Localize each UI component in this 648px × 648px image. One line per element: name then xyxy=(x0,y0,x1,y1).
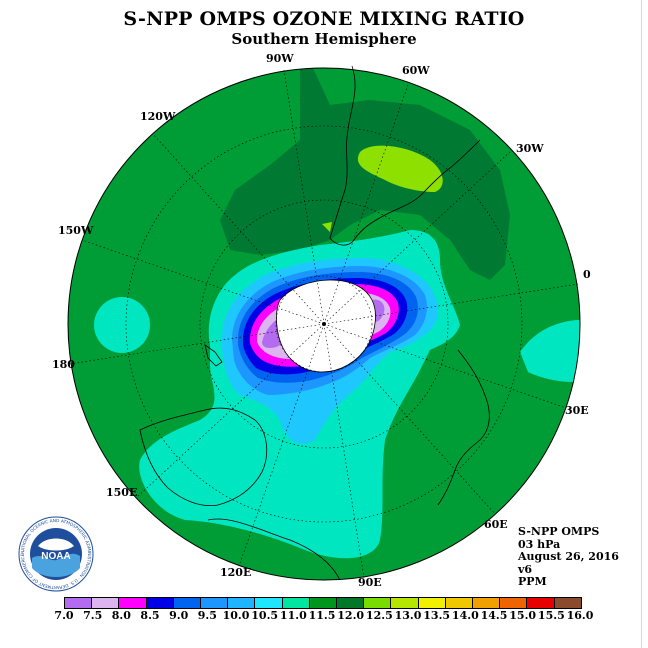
lon-label-150w: 150W xyxy=(58,224,94,237)
info-instrument: S-NPP OMPS xyxy=(518,525,600,538)
info-block: S-NPP OMPS 03 hPa August 26, 2016 v6 PPM xyxy=(518,525,619,589)
colorbar-tick-label: 10.0 xyxy=(222,609,250,622)
colorbar-segment xyxy=(391,598,419,608)
colorbar-tick-label: 15.5 xyxy=(537,609,565,622)
colorbar-tick-label: 7.5 xyxy=(83,609,103,622)
colorbar-tick-label: 12.0 xyxy=(337,609,365,622)
meridian-90w xyxy=(283,69,325,325)
colorbar-segment xyxy=(146,598,174,608)
meridian-60e xyxy=(323,323,496,515)
colorbar-tick-label: 11.0 xyxy=(279,609,307,622)
colorbar-segment xyxy=(282,598,310,608)
southern-asia-coast xyxy=(207,518,341,581)
colorbar-tick-label: 13.5 xyxy=(423,609,451,622)
colorbar-segment xyxy=(201,598,229,608)
colorbar-tick-label: 11.5 xyxy=(308,609,336,622)
colorbar-tick-label: 9.0 xyxy=(169,609,189,622)
lon-label-90e: 90E xyxy=(358,576,382,589)
australia-coast xyxy=(139,407,268,507)
coastlines xyxy=(139,65,490,581)
noaa-logo-text: NOAA xyxy=(41,551,70,562)
aquamarine-spot-east xyxy=(520,319,580,382)
meridian-90e xyxy=(323,323,365,579)
meridian-150w xyxy=(81,239,325,325)
figure-subtitle: Southern Hemisphere xyxy=(231,30,417,48)
latitude-circle-60s xyxy=(199,199,449,449)
info-level: 03 hPa xyxy=(518,537,561,551)
colorbar xyxy=(64,597,582,609)
colorbar-segment xyxy=(119,598,147,608)
colorbar-segment xyxy=(445,598,474,608)
colorbar-segment xyxy=(309,598,338,608)
new-zealand-coast xyxy=(204,344,223,367)
lon-label-60e: 60E xyxy=(484,518,508,531)
noaa-logo: NOAA NATIONAL OCEANIC AND ATMOSPHERIC AD… xyxy=(18,516,94,592)
light-green-speck xyxy=(322,222,332,232)
info-units: PPM xyxy=(518,575,547,588)
colorbar-segment xyxy=(173,598,202,608)
south-america-coast xyxy=(329,65,481,246)
colorbar-tick-label: 8.5 xyxy=(140,609,160,622)
polar-night-region xyxy=(276,280,376,372)
lon-label-30w: 30W xyxy=(516,142,544,155)
colorbar-segment xyxy=(418,598,446,608)
antarctica-coast xyxy=(276,279,376,373)
colorbar-segment xyxy=(527,598,555,608)
colorbar-segment xyxy=(228,598,256,608)
colorbar-segment xyxy=(255,598,283,608)
colorbar-tick-label: 9.5 xyxy=(197,609,217,622)
south-pole-marker xyxy=(322,322,326,326)
meridian-60w xyxy=(323,81,410,325)
lon-label-150e: 150E xyxy=(106,486,138,499)
meridian-30w xyxy=(323,149,513,325)
colorbar-segment xyxy=(473,598,501,608)
colorbar-tick-label: 8.0 xyxy=(111,609,131,622)
lon-label-30e: 30E xyxy=(565,404,589,417)
latitude-circle-80s xyxy=(275,275,373,373)
colorbar-segment xyxy=(364,598,392,608)
colorbar-tick-label: 15.0 xyxy=(509,609,537,622)
lon-label-60w: 60W xyxy=(402,64,430,77)
colorbar-tick-label: 7.0 xyxy=(54,609,74,622)
colorbar-tick-label: 16.0 xyxy=(566,609,594,622)
colorbar-tick-label: 12.5 xyxy=(365,609,393,622)
africa-coast xyxy=(437,349,490,506)
lon-label-0: 0 xyxy=(583,268,591,281)
frame-border xyxy=(641,0,642,648)
colorbar-segment xyxy=(500,598,528,608)
colorbar-tick-label: 14.0 xyxy=(451,609,479,622)
lon-label-90w: 90W xyxy=(266,52,294,65)
meridian-120e xyxy=(238,323,325,567)
colorbar-segment xyxy=(554,598,581,608)
meridian-0 xyxy=(323,283,579,325)
lon-label-120e: 120E xyxy=(220,566,252,579)
meridian-180 xyxy=(69,323,325,365)
colorbar-tick-label: 14.5 xyxy=(480,609,508,622)
colorbar-segment xyxy=(92,598,120,608)
meridian-150e xyxy=(135,323,325,499)
aquamarine-spot-west xyxy=(94,297,150,353)
light-green-region xyxy=(357,145,443,192)
info-date: August 26, 2016 xyxy=(518,550,619,563)
colorbar-tick-label: 10.5 xyxy=(251,609,279,622)
meridian-120w xyxy=(152,133,325,325)
colorbar-segment xyxy=(337,598,365,608)
lon-label-120w: 120W xyxy=(140,110,176,123)
map-boundary xyxy=(67,67,581,581)
meridian-30e xyxy=(323,323,567,409)
graticule xyxy=(69,69,579,579)
latitude-circle-40s xyxy=(125,125,523,523)
lon-label-180: 180 xyxy=(52,358,75,371)
colorbar-segment xyxy=(65,598,93,608)
figure-title: S-NPP OMPS OZONE MIXING RATIO xyxy=(123,8,525,30)
info-version: v6 xyxy=(518,562,533,576)
colorbar-tick-label: 13.0 xyxy=(394,609,422,622)
